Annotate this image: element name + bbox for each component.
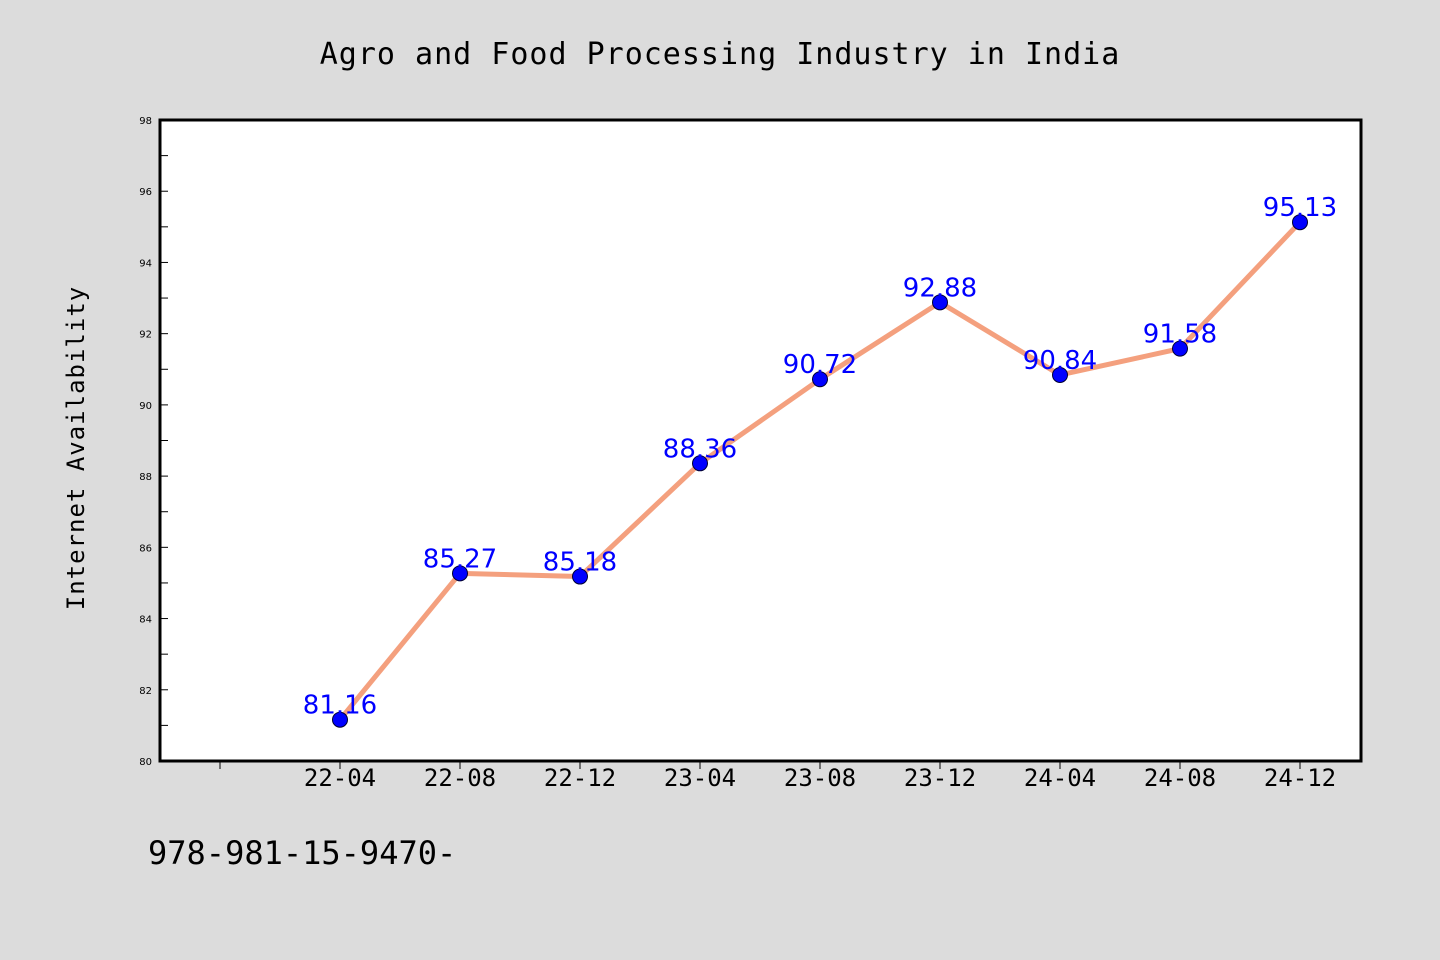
y-tick-label: 90 — [139, 401, 152, 412]
x-tick-label: 22-04 — [304, 764, 376, 792]
data-label: 88.36 — [663, 434, 737, 464]
plot-area — [158, 118, 1363, 763]
series-group: 81.16 85.27 85.18 88.36 90.72 92.88 90.84 91.58… — [303, 193, 1337, 728]
y-tick-label: 88 — [139, 472, 152, 483]
y-tick-label: 82 — [139, 686, 152, 697]
y-tick-label: 96 — [139, 187, 152, 198]
y-tick-label: 86 — [139, 543, 152, 554]
x-tick-label: 23-08 — [784, 764, 856, 792]
data-label: 95.13 — [1263, 193, 1337, 223]
x-tick-label: 24-04 — [1024, 764, 1096, 792]
data-label: 85.27 — [423, 544, 497, 574]
x-tick-label: 24-08 — [1144, 764, 1216, 792]
x-tick-label: 23-12 — [904, 764, 976, 792]
data-label: 91.58 — [1143, 320, 1217, 350]
data-point — [932, 294, 948, 311]
y-axis-label: Internet Availability — [62, 286, 90, 610]
y-tick-label: 92 — [139, 330, 152, 341]
y-tick-label: 84 — [139, 615, 152, 626]
data-label: 92.88 — [903, 273, 977, 303]
data-point — [1172, 340, 1188, 357]
y-tick-label: 98 — [139, 116, 152, 127]
data-point — [572, 568, 588, 585]
y-tick-label: 80 — [139, 757, 152, 768]
x-axis-ticks: 22-04 22-08 22-12 23-04 23-08 23-12 24-04 24-08… — [219, 761, 1336, 792]
data-label: 90.84 — [1023, 346, 1097, 376]
data-point — [1292, 214, 1308, 231]
data-point — [1052, 366, 1068, 383]
data-point — [332, 711, 348, 728]
data-point — [452, 565, 468, 582]
footer-text: 978-981-15-9470- — [148, 834, 456, 872]
data-label: 90.72 — [783, 350, 857, 380]
y-tick-label: 94 — [139, 258, 152, 269]
data-point — [812, 371, 828, 388]
x-tick-label: 22-08 — [424, 764, 496, 792]
data-label: 85.18 — [543, 548, 617, 578]
data-point — [692, 455, 708, 472]
y-axis-ticks: 80 82 84 86 88 90 92 94 96 98 — [139, 116, 168, 768]
x-tick-label: 24-12 — [1264, 764, 1336, 792]
chart-title: Agro and Food Processing Industry in Ind… — [320, 37, 1121, 72]
data-label: 81.16 — [303, 691, 377, 721]
x-tick-label: 23-04 — [664, 764, 736, 792]
x-tick-label: 22-12 — [544, 764, 616, 792]
